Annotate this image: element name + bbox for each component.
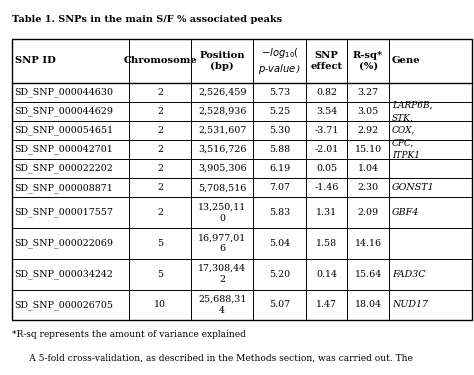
Text: 5: 5 (157, 239, 163, 248)
Text: R-sq*
(%): R-sq* (%) (353, 51, 383, 70)
Text: SD_SNP_000022202: SD_SNP_000022202 (15, 164, 113, 173)
Text: A 5-fold cross-validation, as described in the Methods section, was carried out.: A 5-fold cross-validation, as described … (12, 354, 413, 363)
Text: 5.83: 5.83 (269, 208, 290, 217)
Text: 2.92: 2.92 (357, 126, 379, 135)
Text: 17,308,44
2: 17,308,44 2 (198, 264, 246, 284)
Text: SD_SNP_000042701: SD_SNP_000042701 (15, 145, 113, 154)
Bar (12, 39, 472, 320)
Text: Table 1. SNPs in the main S/F % associated peaks: Table 1. SNPs in the main S/F % associat… (12, 15, 282, 24)
Text: 5.88: 5.88 (269, 145, 290, 154)
Text: 5.07: 5.07 (269, 300, 290, 309)
Text: SD_SNP_000044629: SD_SNP_000044629 (15, 106, 114, 116)
Text: 2,528,936: 2,528,936 (198, 106, 246, 116)
Text: 6.19: 6.19 (269, 164, 290, 173)
Text: 1.31: 1.31 (316, 208, 337, 217)
Text: 5.30: 5.30 (269, 126, 290, 135)
Text: LARP6B,
STK,
COX,
CPC,
ITPK1: LARP6B, STK, COX, CPC, ITPK1 (392, 101, 432, 160)
Text: 3.05: 3.05 (357, 106, 379, 116)
Text: 3.27: 3.27 (357, 88, 379, 97)
Text: SD_SNP_000034242: SD_SNP_000034242 (15, 269, 114, 279)
Text: 15.64: 15.64 (355, 270, 382, 279)
Text: *R-sq represents the amount of variance explained: *R-sq represents the amount of variance … (12, 330, 246, 339)
Text: 1.58: 1.58 (316, 239, 337, 248)
Text: 10: 10 (154, 300, 166, 309)
Text: SD_SNP_000017557: SD_SNP_000017557 (15, 208, 114, 218)
Text: NUD17: NUD17 (392, 300, 428, 309)
Text: 3,516,726: 3,516,726 (198, 145, 246, 154)
Text: 5.20: 5.20 (269, 270, 290, 279)
Text: 5.73: 5.73 (269, 88, 290, 97)
Text: SD_SNP_000054651: SD_SNP_000054651 (15, 126, 114, 135)
Text: SD_SNP_000044630: SD_SNP_000044630 (15, 87, 114, 97)
Text: 2: 2 (157, 145, 163, 154)
Text: 0.82: 0.82 (316, 88, 337, 97)
Text: -1.46: -1.46 (315, 183, 339, 192)
Text: SD_SNP_000022069: SD_SNP_000022069 (15, 238, 114, 248)
Text: SD_SNP_000008871: SD_SNP_000008871 (15, 183, 113, 192)
Text: SNP
effect: SNP effect (311, 51, 343, 70)
Text: FAD3C: FAD3C (392, 270, 425, 279)
Text: 2: 2 (157, 164, 163, 173)
Text: 1.47: 1.47 (316, 300, 337, 309)
Text: 2: 2 (157, 208, 163, 217)
Text: -3.71: -3.71 (315, 126, 339, 135)
Text: 5.25: 5.25 (269, 106, 290, 116)
Text: GBF4: GBF4 (392, 208, 419, 217)
Text: 7.07: 7.07 (269, 183, 290, 192)
Text: Chromosome: Chromosome (123, 57, 197, 65)
Text: 2.09: 2.09 (357, 208, 379, 217)
Text: GONST1: GONST1 (392, 183, 434, 192)
Text: 0.05: 0.05 (316, 164, 337, 173)
Text: 2: 2 (157, 88, 163, 97)
Text: -2.01: -2.01 (315, 145, 339, 154)
Text: 5: 5 (157, 270, 163, 279)
Text: 3.54: 3.54 (316, 106, 337, 116)
Text: 0.14: 0.14 (316, 270, 337, 279)
Text: $-log_{10}($: $-log_{10}($ (261, 46, 299, 60)
Text: 13,250,11
0: 13,250,11 0 (198, 202, 246, 223)
Text: 2,531,607: 2,531,607 (198, 126, 246, 135)
Text: 14.16: 14.16 (355, 239, 382, 248)
Text: 1.04: 1.04 (358, 164, 379, 173)
Text: SD_SNP_000026705: SD_SNP_000026705 (15, 300, 114, 310)
Text: 2,526,459: 2,526,459 (198, 88, 246, 97)
Text: 2: 2 (157, 106, 163, 116)
Text: 5,708,516: 5,708,516 (198, 183, 246, 192)
Text: 2: 2 (157, 126, 163, 135)
Text: 15.10: 15.10 (355, 145, 382, 154)
Text: 18.04: 18.04 (355, 300, 382, 309)
Text: 3,905,306: 3,905,306 (198, 164, 246, 173)
Text: 5.04: 5.04 (269, 239, 290, 248)
Text: $p$-$value$): $p$-$value$) (258, 62, 301, 76)
Text: SNP ID: SNP ID (15, 57, 55, 65)
Text: 25,688,31
4: 25,688,31 4 (198, 295, 246, 315)
Text: 16,977,01
6: 16,977,01 6 (198, 233, 246, 254)
Text: 2.30: 2.30 (357, 183, 379, 192)
Text: Position
(bp): Position (bp) (200, 51, 245, 71)
Text: 2: 2 (157, 183, 163, 192)
Text: Gene: Gene (392, 57, 420, 65)
